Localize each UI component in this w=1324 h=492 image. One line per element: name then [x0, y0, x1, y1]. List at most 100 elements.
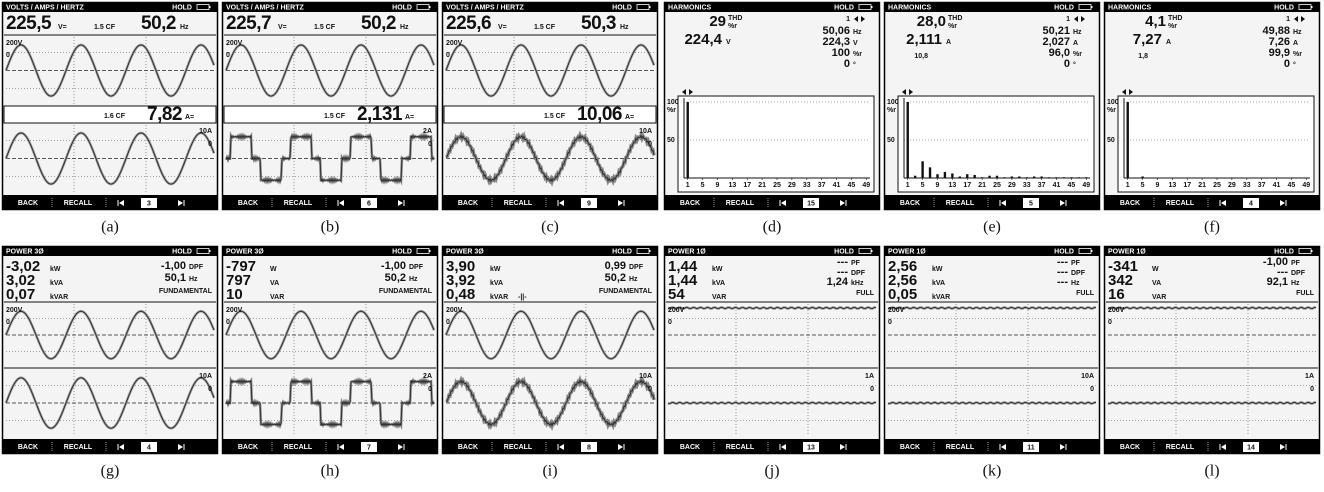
harmonic-bar — [988, 176, 990, 178]
x-tick-label: 41 — [833, 182, 841, 189]
info-text: FUNDAMENTAL — [159, 288, 213, 295]
screen-title: HARMONICS — [888, 4, 931, 11]
harmonic-bar — [959, 176, 961, 178]
y-tick-label: 100 — [667, 99, 679, 106]
info-value: 50,2 — [385, 272, 406, 284]
trace-zero: 0 — [446, 52, 450, 59]
x-tick-label: 1 — [686, 182, 690, 189]
harmonic-rms-unit: V — [853, 40, 858, 47]
panel-caption: (l) — [1204, 463, 1219, 480]
thd-value: 4,1 — [1145, 13, 1166, 30]
power-unit: W — [1152, 266, 1159, 273]
page-number: 4 — [1249, 200, 1253, 207]
x-tick-label: 29 — [788, 182, 796, 189]
thd-value: 29 — [709, 13, 726, 30]
trace-zero: 0 — [226, 319, 230, 326]
x-tick-label: 1 — [1126, 182, 1130, 189]
trace-zero: 0 — [428, 141, 432, 148]
back-button: BACK — [900, 444, 920, 451]
trace-scale: 200V — [226, 40, 243, 47]
harmonic-order: 1 — [1066, 16, 1070, 23]
info-value: 92,1 — [1267, 276, 1288, 288]
panel-caption: (a) — [101, 219, 119, 236]
page-number: 4 — [147, 444, 151, 451]
trace-scale: 10A — [199, 373, 212, 380]
info-unit: kHz — [851, 280, 864, 287]
x-tick-label: 37 — [818, 182, 826, 189]
harmonic-frequency-unit: Hz — [1073, 29, 1082, 36]
harmonic-bar — [1040, 176, 1042, 178]
status: HOLD — [1054, 4, 1074, 11]
main-value: 224,4 — [684, 31, 722, 48]
voltage-value: 225,6 — [446, 13, 491, 34]
panel-caption: (f) — [1204, 219, 1220, 236]
x-tick-label: 9 — [1156, 182, 1160, 189]
status: HOLD — [1054, 248, 1074, 255]
power-symbol: -||- — [518, 294, 527, 301]
harmonic-rms-unit: A — [1073, 40, 1078, 47]
info-unit: PF — [1291, 260, 1301, 267]
page-number: 14 — [1247, 444, 1255, 451]
battery-tip — [209, 250, 211, 252]
harmonic-phase-value: 0 — [1064, 58, 1070, 70]
harmonic-bar — [936, 174, 938, 178]
battery-tip — [209, 6, 211, 8]
info-text: FULL — [1076, 290, 1095, 297]
meter-screen: VOLTS / AMPS / HERTZHOLD225,7V=1.5 CF50,… — [222, 2, 438, 210]
y-tick-label: 50 — [1107, 137, 1115, 144]
info-unit: DPF — [1071, 270, 1086, 277]
x-tick-label: 5 — [921, 182, 925, 189]
info-unit: DPF — [189, 264, 204, 271]
frequency-unit: Hz — [620, 24, 629, 31]
trace-zero: 0 — [870, 386, 874, 393]
trace-scale: 10A — [639, 373, 652, 380]
screen-title: VOLTS / AMPS / HERTZ — [6, 4, 85, 11]
screen-title: POWER 1Ø — [888, 248, 926, 255]
trace-zero: 0 — [1090, 386, 1094, 393]
page-number: 7 — [367, 444, 371, 451]
harmonic-bar — [687, 102, 689, 178]
trace-zero: 0 — [6, 52, 10, 59]
info-value: 50,1 — [165, 272, 186, 284]
harmonic-bar — [929, 167, 931, 178]
frequency-unit: Hz — [180, 24, 189, 31]
info-unit: Hz — [409, 276, 418, 283]
y-tick-label: 100 — [1107, 99, 1119, 106]
harmonic-bar — [1063, 177, 1065, 178]
back-button: BACK — [900, 200, 920, 207]
back-button: BACK — [238, 444, 258, 451]
back-button: BACK — [680, 200, 700, 207]
status: HOLD — [1274, 248, 1294, 255]
power-unit: kVA — [712, 280, 725, 287]
battery-tip — [1311, 250, 1313, 252]
x-tick-label: 37 — [1038, 182, 1046, 189]
harmonic-frequency-unit: Hz — [1293, 29, 1302, 36]
x-tick-label: 41 — [1273, 182, 1281, 189]
page-number: 13 — [807, 444, 815, 451]
voltage-unit: V= — [278, 24, 287, 31]
info-unit: DPF — [409, 264, 424, 271]
harmonic-bar — [973, 175, 975, 178]
trace-scale: 200V — [226, 307, 243, 314]
power-unit: kW — [50, 266, 61, 273]
screen-title: POWER 3Ø — [6, 248, 44, 255]
trace-scale: 200V — [6, 40, 23, 47]
panel-caption: (d) — [763, 219, 782, 236]
panel-caption: (i) — [542, 463, 557, 480]
panel-caption: (c) — [541, 219, 559, 236]
current-value: 2,131 — [357, 104, 403, 125]
thd-value: 28,0 — [917, 13, 946, 30]
harmonic-bar — [914, 176, 916, 178]
harmonic-phase-unit: ° — [1073, 61, 1076, 69]
thd-label: THD — [948, 15, 962, 22]
power-unit: W — [270, 266, 277, 273]
power-unit: kW — [932, 266, 943, 273]
trace-zero: 0 — [648, 141, 652, 148]
battery-tip — [1091, 6, 1093, 8]
recall-button: RECALL — [946, 444, 975, 451]
harmonic-bar — [1085, 177, 1087, 178]
trace-zero: 0 — [888, 319, 892, 326]
frequency-unit: Hz — [400, 24, 409, 31]
info-unit: Hz — [629, 276, 638, 283]
